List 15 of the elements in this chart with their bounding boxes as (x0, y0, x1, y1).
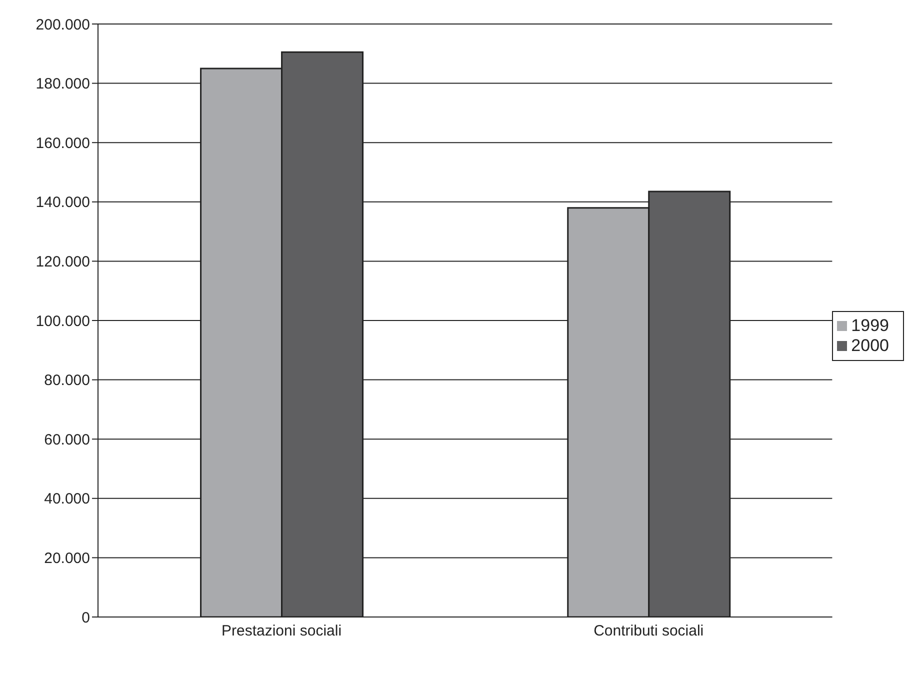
y-tick-label: 120.000 (36, 254, 90, 271)
legend-label: 2000 (851, 336, 889, 354)
y-tick-label: 0 (82, 609, 90, 626)
y-tick-label: 40.000 (44, 490, 90, 508)
y-tick-label: 200.000 (36, 16, 90, 34)
y-tick-label: 100.000 (36, 312, 90, 330)
y-tick-label: 20.000 (44, 550, 90, 568)
y-tick-label: 80.000 (44, 372, 90, 390)
y-tick-label: 140.000 (36, 194, 90, 212)
y-tick-label: 180.000 (36, 76, 90, 93)
y-tick-label: 160.000 (36, 134, 90, 152)
y-tick-label: 60.000 (44, 431, 90, 448)
legend-label: 1999 (851, 316, 889, 334)
x-tick-label: Prestazioni sociali (222, 622, 342, 640)
x-tick-label: Contributi sociali (594, 622, 704, 640)
